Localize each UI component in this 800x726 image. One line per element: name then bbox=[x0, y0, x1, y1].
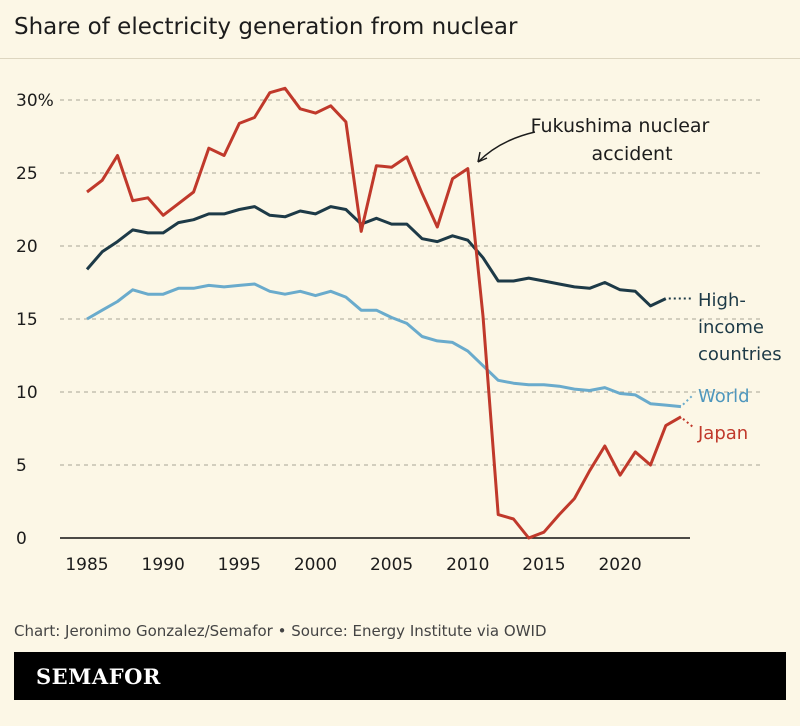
y-tick-label: 15 bbox=[16, 310, 38, 330]
annotation-text: Fukushima nuclear bbox=[531, 115, 710, 137]
chart-title: Share of electricity generation from nuc… bbox=[14, 14, 518, 40]
title-divider bbox=[0, 58, 800, 59]
high-income-label: High- bbox=[698, 290, 746, 311]
x-tick-label: 1985 bbox=[65, 555, 108, 575]
arrowhead-icon bbox=[477, 151, 488, 163]
high-income-label: countries bbox=[698, 344, 782, 365]
x-tick-label: 2000 bbox=[294, 555, 337, 575]
x-tick-label: 2015 bbox=[522, 555, 565, 575]
x-tick-label: 2005 bbox=[370, 555, 413, 575]
y-tick-label: 10 bbox=[16, 383, 38, 403]
x-tick-label: 1995 bbox=[218, 555, 261, 575]
y-tick-label: 30% bbox=[16, 91, 54, 111]
world-line bbox=[86, 282, 682, 409]
japan-line bbox=[86, 86, 682, 540]
line-chart: 0 5 10 15 20 25 30% 1985 1990 1995 2000 2005 2010 201… bbox=[16, 86, 782, 575]
x-tick-label: 2020 bbox=[598, 555, 641, 575]
y-tick-label: 0 bbox=[16, 529, 27, 549]
x-tick-label: 1990 bbox=[142, 555, 185, 575]
annotation-arrow bbox=[477, 131, 536, 163]
japan-label: Japan bbox=[697, 423, 748, 444]
y-tick-label: 20 bbox=[16, 237, 38, 257]
y-tick-label: 25 bbox=[16, 164, 38, 184]
high-income-line bbox=[85, 205, 667, 308]
y-tick-label: 5 bbox=[16, 456, 27, 476]
japan-connector bbox=[682, 418, 694, 428]
x-tick-label: 2010 bbox=[446, 555, 489, 575]
world-label: World bbox=[698, 386, 750, 407]
semafor-logo: SEMAFOR bbox=[36, 664, 161, 689]
high-income-label: income bbox=[698, 317, 764, 338]
annotation-text: accident bbox=[591, 143, 672, 165]
brand-bar: SEMAFOR bbox=[14, 652, 786, 700]
source-credit: Chart: Jeronimo Gonzalez/Semafor • Sourc… bbox=[14, 622, 547, 640]
world-connector bbox=[682, 394, 694, 406]
